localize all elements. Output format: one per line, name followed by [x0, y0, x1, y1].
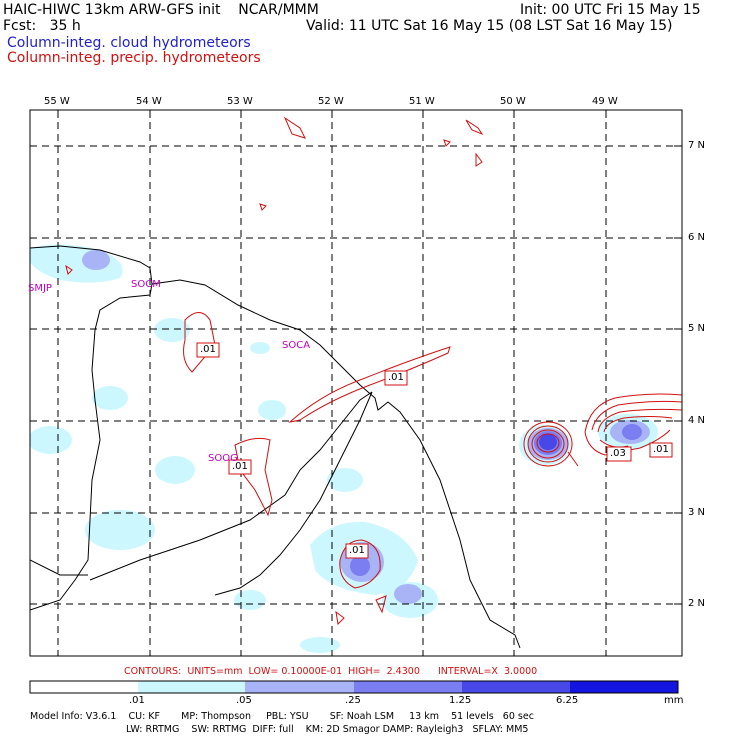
- lat-lon-grid: [30, 110, 682, 656]
- model-info-line2: LW: RRTMG SW: RRTMG DIFF: full KM: 2D Sm…: [126, 724, 529, 735]
- contour-label: .01: [232, 461, 248, 472]
- colorbar-tick: .05: [236, 695, 252, 706]
- forecast-hour: Fcst: 35 h: [3, 18, 81, 34]
- colorbar-tick: .01: [129, 695, 145, 706]
- contour-label-boxes: [196, 342, 673, 559]
- model-info-line1: Model Info: V3.6.1 CU: KF MP: Thompson P…: [30, 711, 534, 722]
- lon-label: 52 W: [318, 96, 344, 107]
- lat-label: 7 N: [688, 140, 706, 151]
- precip-contours: [65, 116, 682, 626]
- lat-label: 6 N: [688, 232, 706, 243]
- map-frame: [29, 109, 683, 657]
- contour-label: .01: [388, 372, 404, 383]
- station-label: SOCM: [131, 279, 161, 290]
- contours-info: CONTOURS: UNITS=mm LOW= 0.10000E-01 HIGH…: [124, 666, 538, 677]
- colorbar: [29, 680, 679, 694]
- lon-label: 49 W: [592, 96, 618, 107]
- colorbar-tick: 6.25: [556, 695, 579, 706]
- colorbar-unit: mm: [664, 695, 684, 706]
- coastlines: [30, 245, 521, 649]
- contour-label: .01: [349, 545, 365, 556]
- station-label: SOOG: [208, 453, 238, 464]
- colorbar-tick: .25: [345, 695, 361, 706]
- station-label: SOCA: [282, 340, 311, 351]
- lat-label: 3 N: [688, 507, 706, 518]
- station-label: SMJP: [28, 283, 52, 294]
- lon-label: 51 W: [409, 96, 435, 107]
- legend-precip-hydrometeors: Column-integ. precip. hydrometeors: [7, 50, 261, 66]
- lat-label: 5 N: [688, 323, 706, 334]
- legend-cloud-hydrometeors: Column-integ. cloud hydrometeors: [7, 35, 251, 51]
- lon-label: 53 W: [227, 96, 253, 107]
- contour-label: .01: [653, 444, 669, 455]
- lon-label: 55 W: [44, 96, 70, 107]
- valid-time: Valid: 11 UTC Sat 16 May 15 (08 LST Sat …: [306, 18, 673, 34]
- axis-ticks: [57, 110, 682, 605]
- contour-label: .03: [610, 448, 626, 459]
- init-time: Init: 00 UTC Fri 15 May 15: [520, 2, 701, 18]
- lon-label: 54 W: [136, 96, 162, 107]
- lat-label: 4 N: [688, 415, 706, 426]
- lon-label: 50 W: [500, 96, 526, 107]
- plot-title: HAIC-HIWC 13km ARW-GFS init NCAR/MMM: [3, 2, 319, 18]
- lat-label: 2 N: [688, 598, 706, 609]
- colorbar-tick: 1.25: [449, 695, 472, 706]
- shaded-fields: [30, 244, 658, 653]
- contour-label: .01: [200, 344, 216, 355]
